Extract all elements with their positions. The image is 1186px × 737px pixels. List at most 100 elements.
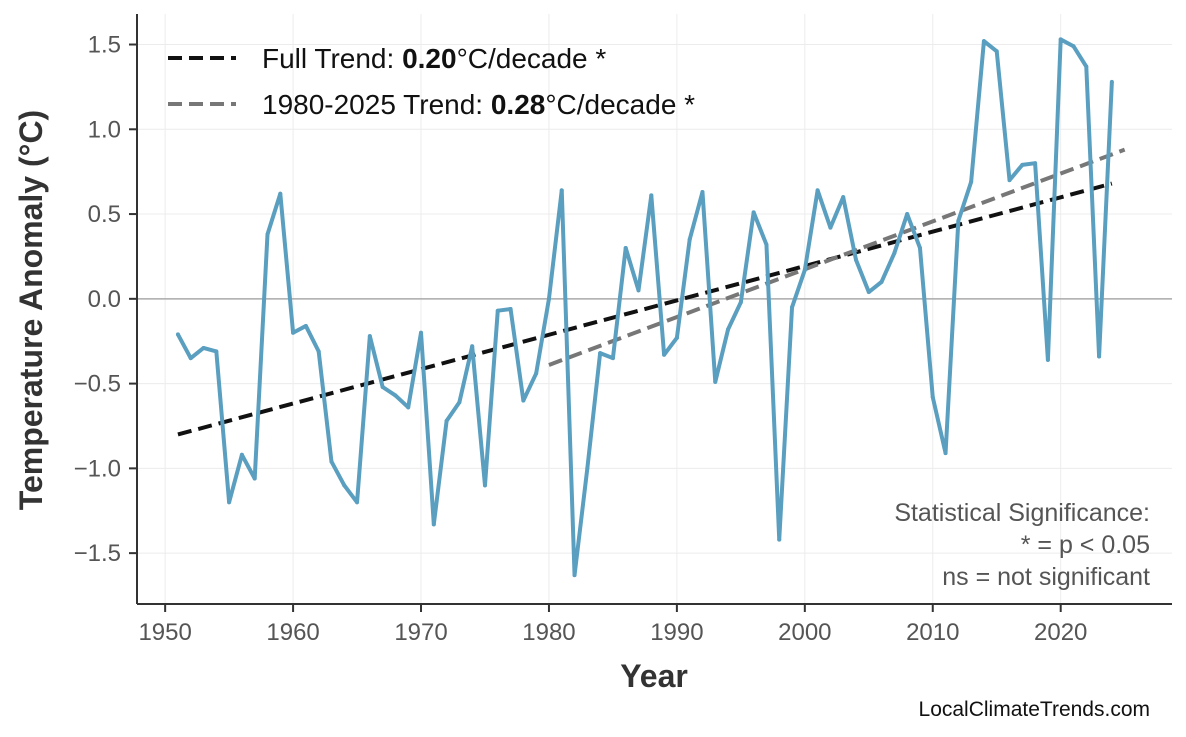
y-tick-label: 1.0: [88, 116, 121, 143]
data-point-1977: [508, 307, 513, 311]
axes: [136, 14, 1172, 605]
legend-label-recent: 1980-2025 Trend: 0.28°C/decade *: [262, 89, 695, 120]
data-point-2017: [1020, 162, 1025, 167]
data-point-2009: [917, 245, 922, 250]
x-tick-label: 1960: [266, 619, 319, 646]
data-point-1970: [419, 330, 424, 335]
data-point-1973: [457, 400, 462, 405]
data-point-1968: [393, 393, 398, 398]
data-point-1975: [482, 483, 487, 488]
data-point-2022: [1084, 64, 1089, 69]
data-point-1965: [355, 500, 360, 505]
series: [175, 37, 1114, 578]
x-tick-label: 2020: [1034, 619, 1087, 646]
data-point-1994: [726, 327, 731, 332]
data-point-1997: [764, 242, 769, 247]
data-point-1983: [585, 466, 590, 471]
note-line: * = p < 0.05: [1021, 531, 1150, 559]
data-point-2004: [853, 257, 858, 262]
data-point-1996: [751, 210, 756, 215]
data-point-2007: [892, 251, 897, 256]
legend: Full Trend: 0.20°C/decade * 1980-2025 Tr…: [168, 43, 695, 120]
data-point-1981: [559, 188, 564, 193]
data-point-1992: [700, 190, 705, 195]
data-point-1955: [227, 500, 232, 505]
data-point-1995: [738, 300, 743, 305]
data-point-2013: [969, 179, 974, 184]
trend-lines: [177, 147, 1126, 437]
data-point-2021: [1071, 44, 1076, 49]
y-tick-label: −1.5: [74, 540, 121, 567]
data-point-2019: [1045, 357, 1050, 362]
data-point-1966: [367, 334, 372, 339]
x-axis-label: Year: [620, 658, 688, 694]
data-point-2008: [905, 212, 910, 217]
data-point-2024: [1109, 79, 1114, 84]
data-point-2012: [956, 218, 961, 223]
data-point-1976: [495, 308, 500, 313]
data-point-2015: [994, 49, 999, 54]
data-point-1961: [303, 323, 308, 328]
x-tick-label: 2010: [906, 619, 959, 646]
data-point-1957: [252, 476, 257, 481]
data-point-1969: [406, 405, 411, 410]
data-point-1964: [342, 483, 347, 488]
data-point-1980: [546, 296, 551, 301]
significance-note: Statistical Significance: * = p < 0.05 n…: [894, 499, 1150, 591]
data-point-1988: [649, 193, 654, 198]
legend-label-full: Full Trend: 0.20°C/decade *: [262, 43, 606, 74]
note-line: Statistical Significance:: [894, 499, 1150, 527]
data-point-2002: [828, 225, 833, 230]
y-tick-label: 0.0: [88, 286, 121, 313]
data-point-1978: [521, 398, 526, 403]
anomaly-line: [176, 37, 1114, 578]
data-point-1999: [790, 305, 795, 310]
data-point-2011: [943, 451, 948, 456]
data-point-2006: [879, 279, 884, 284]
data-point-2023: [1097, 354, 1102, 359]
data-point-1952: [188, 356, 193, 361]
data-point-2003: [841, 195, 846, 200]
data-point-2000: [802, 268, 807, 273]
watermark: LocalClimateTrends.com: [919, 698, 1150, 721]
note-line: ns = not significant: [942, 563, 1150, 591]
data-point-2018: [1033, 161, 1038, 166]
data-point-1954: [214, 349, 219, 354]
data-point-1984: [598, 351, 603, 356]
data-point-1991: [687, 237, 692, 242]
data-point-1962: [316, 349, 321, 354]
data-point-1958: [265, 232, 270, 237]
data-point-1974: [470, 344, 475, 349]
data-point-2020: [1058, 37, 1063, 42]
data-point-1989: [662, 352, 667, 357]
data-point-1990: [674, 335, 679, 340]
data-point-1959: [278, 191, 283, 196]
data-point-1956: [239, 452, 244, 457]
data-point-1987: [636, 288, 641, 293]
data-point-2016: [1007, 178, 1012, 183]
data-point-1971: [431, 522, 436, 527]
y-axis-label: Temperature Anomaly (°C): [13, 110, 49, 510]
data-point-1951: [175, 332, 180, 337]
y-tick-label: −1.0: [74, 455, 121, 482]
y-tick-label: 1.5: [88, 32, 121, 59]
ticks: 1950 1960 1970 1980 1990 2000 2010 2020 −1.5 −1.0…: [74, 32, 1088, 646]
data-point-1986: [623, 245, 628, 250]
data-point-2010: [930, 395, 935, 400]
data-point-1972: [444, 418, 449, 423]
full-trend-line: [177, 181, 1113, 437]
recent-trend-line: [548, 147, 1126, 367]
data-point-2014: [981, 39, 986, 44]
y-tick-label: −0.5: [74, 371, 121, 398]
x-tick-label: 1970: [394, 619, 447, 646]
data-point-1953: [201, 345, 206, 350]
data-point-1967: [380, 384, 385, 389]
data-point-1982: [572, 573, 577, 578]
x-tick-label: 1950: [138, 619, 191, 646]
data-point-2001: [815, 188, 820, 193]
x-tick-label: 2000: [778, 619, 831, 646]
data-point-1998: [777, 537, 782, 542]
x-tick-label: 1980: [522, 619, 575, 646]
x-tick-label: 1990: [650, 619, 703, 646]
